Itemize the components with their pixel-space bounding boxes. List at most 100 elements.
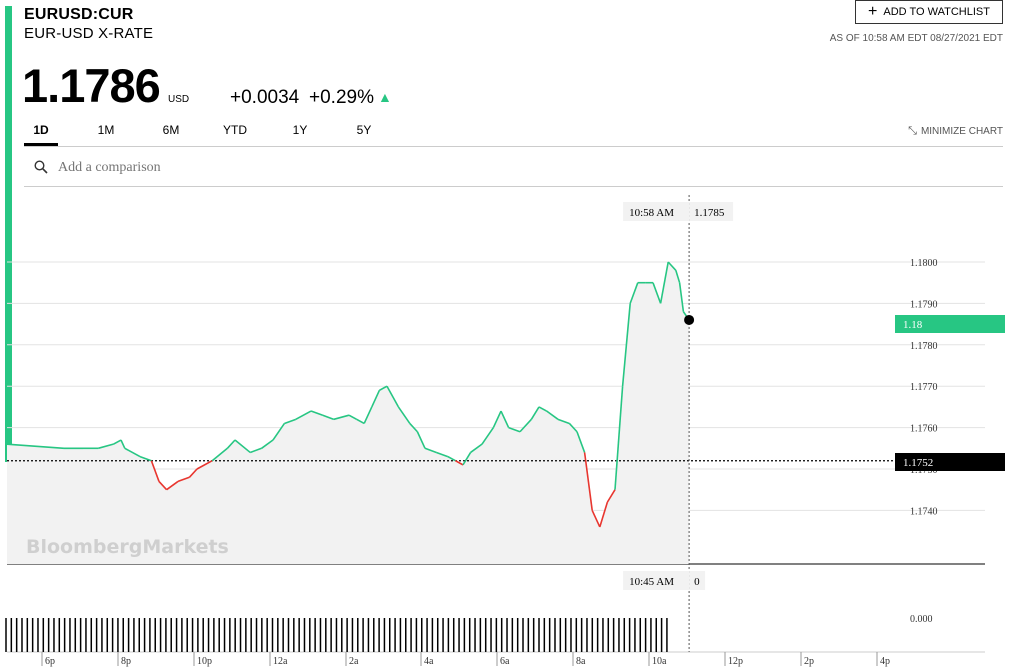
- x-tick-label: 2a: [349, 656, 359, 667]
- price-line-segment: [675, 270, 681, 283]
- price-line-segment: [166, 480, 179, 491]
- price-line-segment: [500, 410, 510, 428]
- price-line-segment: [371, 390, 381, 408]
- price-change-percent: +0.29%: [309, 87, 374, 108]
- price-unit: USD: [168, 94, 190, 105]
- price-line-segment: [272, 423, 286, 441]
- price-line-segment: [470, 443, 483, 454]
- price-line-segment: [606, 489, 616, 503]
- add-to-watchlist-button[interactable]: + ADD TO WATCHLIST: [855, 0, 1003, 24]
- x-tick-label: 12a: [273, 656, 288, 667]
- price-line-segment: [599, 501, 609, 528]
- volume-time-box: [623, 571, 690, 590]
- tab-6m[interactable]: 6M: [162, 123, 180, 137]
- volume-value-box: [689, 571, 706, 590]
- price-line-segment: [576, 431, 586, 453]
- timeframe-tabs: 1D 1M 6M YTD 1Y 5Y: [24, 123, 380, 146]
- price-line-segment: [652, 282, 662, 304]
- price-line-segment: [284, 418, 297, 425]
- previous-close-badge-label: 1.1752: [903, 457, 933, 469]
- x-tick-label: 8a: [576, 656, 586, 667]
- price-line-segment: [659, 261, 669, 304]
- ticker-symbol: EURUSD:CUR: [24, 6, 134, 23]
- price-line-segment: [188, 468, 198, 478]
- price-line-segment: [150, 460, 160, 482]
- minimize-chart-button[interactable]: ⤡ MINIMIZE CHART: [908, 125, 1003, 138]
- price-line-segment: [211, 447, 228, 462]
- y-tick-label: 1.1790: [910, 299, 938, 310]
- price-line-segment: [447, 455, 456, 462]
- accent-bar: [5, 6, 12, 462]
- price-line-segment: [591, 510, 601, 528]
- price-line-segment: [583, 452, 593, 511]
- price-line-segment: [481, 427, 495, 445]
- price-line-segment: [508, 426, 521, 433]
- price-line-segment: [424, 447, 437, 454]
- price-line-segment: [158, 480, 168, 491]
- plus-icon: +: [868, 3, 878, 20]
- minimize-icon: ⤡: [908, 125, 917, 137]
- current-price-badge-label: 1.18: [903, 319, 923, 331]
- search-icon: [34, 159, 48, 177]
- price-line-segment: [6, 443, 65, 450]
- price-line-segment: [678, 282, 685, 312]
- price-area: [7, 262, 690, 564]
- price-line-segment: [629, 282, 639, 304]
- price-line-segment: [363, 406, 373, 424]
- x-tick-label: 2p: [804, 656, 814, 667]
- price-line-segment: [436, 451, 449, 458]
- volume-crosshair-value: 0: [694, 576, 700, 588]
- up-arrow-icon: ▲: [378, 89, 392, 105]
- price-line-segment: [557, 418, 570, 425]
- price-line-segment: [234, 439, 251, 454]
- price-line-segment: [538, 406, 547, 412]
- price-line-segment: [568, 422, 578, 433]
- price-line-segment: [322, 414, 335, 421]
- y-tick-label: 1.1740: [910, 506, 938, 517]
- crosshair-value-box: [689, 202, 734, 221]
- bloomberg-watermark: BloombergMarkets: [26, 536, 229, 558]
- price-line-segment: [139, 455, 152, 462]
- watchlist-button-label: ADD TO WATCHLIST: [883, 6, 990, 18]
- crosshair-time-box: [623, 202, 690, 221]
- price-line-segment: [397, 406, 411, 424]
- price-line-segment: [386, 385, 400, 408]
- current-price: 1.1786: [22, 59, 161, 112]
- price-line-segment: [356, 418, 365, 425]
- x-tick-label: 4p: [880, 656, 890, 667]
- x-tick-label: 10a: [652, 656, 667, 667]
- price-line-segment: [416, 431, 426, 449]
- price-line-segment: [614, 386, 624, 490]
- x-tick-label: 6a: [500, 656, 510, 667]
- volume-axis-label: 0.000: [910, 614, 933, 625]
- tab-ytd[interactable]: YTD: [223, 123, 247, 137]
- y-tick-label: 1.1760: [910, 424, 938, 435]
- tab-1d[interactable]: 1D: [24, 123, 58, 146]
- price-line-segment: [97, 443, 114, 450]
- price-change: +0.0034: [230, 87, 300, 108]
- comparison-input[interactable]: [56, 159, 220, 177]
- x-tick-label: 12p: [728, 656, 743, 667]
- price-line-segment: [124, 447, 141, 458]
- previous-close-badge: [895, 453, 1005, 471]
- tab-1m[interactable]: 1M: [97, 123, 115, 137]
- x-tick-label: 10p: [197, 656, 212, 667]
- price-line-segment: [455, 460, 464, 466]
- price-line-segment: [333, 414, 350, 421]
- price-line-segment: [492, 410, 502, 428]
- tab-1y[interactable]: 1Y: [292, 123, 308, 137]
- price-line-segment: [261, 439, 274, 449]
- crosshair-value: 1.1785: [694, 207, 725, 219]
- volume-crosshair-time: 10:45 AM: [629, 576, 674, 588]
- price-line-segment: [621, 303, 631, 387]
- current-price-badge: [895, 315, 1005, 333]
- y-tick-label: 1.1800: [910, 258, 938, 269]
- divider: [24, 186, 1003, 187]
- x-tick-label: 4a: [424, 656, 434, 667]
- tab-5y[interactable]: 5Y: [356, 123, 372, 137]
- price-line-segment: [519, 418, 532, 433]
- price-line-segment: [409, 422, 418, 433]
- crosshair-time: 10:58 AM: [629, 207, 674, 219]
- price-line-segment: [113, 439, 122, 445]
